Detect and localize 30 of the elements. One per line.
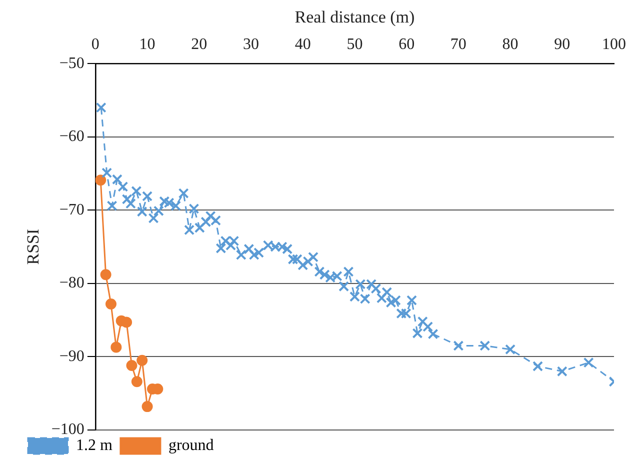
point: [100, 269, 112, 280]
legend-label: 1.2 m: [76, 437, 113, 454]
point: [131, 376, 142, 388]
y-tick-label: −60: [59, 128, 84, 146]
point: [142, 401, 153, 412]
x-tick-label: 0: [91, 36, 100, 54]
x-tick-label: 20: [191, 36, 208, 54]
y-tick-label: −70: [59, 201, 84, 218]
point: [95, 174, 106, 186]
x-tick-label: 100: [602, 36, 626, 54]
y-tick-label: −90: [59, 348, 84, 365]
x-tick-label: 80: [502, 36, 518, 54]
x-axis-title: Real distance (m): [294, 8, 415, 27]
x-tick-label: 50: [346, 36, 363, 54]
point: [126, 360, 138, 372]
y-tick-label: −100: [51, 421, 84, 438]
x-tick-label: 10: [139, 36, 156, 54]
y-axis-title: RSSI: [24, 228, 43, 265]
point: [105, 298, 116, 310]
x-tick-label: 90: [554, 36, 570, 54]
legend-label: ground: [168, 437, 214, 454]
x-tick-label: 40: [294, 36, 311, 54]
point: [136, 354, 148, 366]
x-tick-label: 70: [450, 36, 466, 54]
y-tick-label: −80: [59, 274, 84, 292]
point: [110, 342, 122, 353]
point: [121, 316, 132, 328]
x-tick-label: 60: [398, 36, 415, 54]
y-tick-label: −50: [59, 54, 84, 72]
x-tick-label: 30: [242, 36, 259, 54]
